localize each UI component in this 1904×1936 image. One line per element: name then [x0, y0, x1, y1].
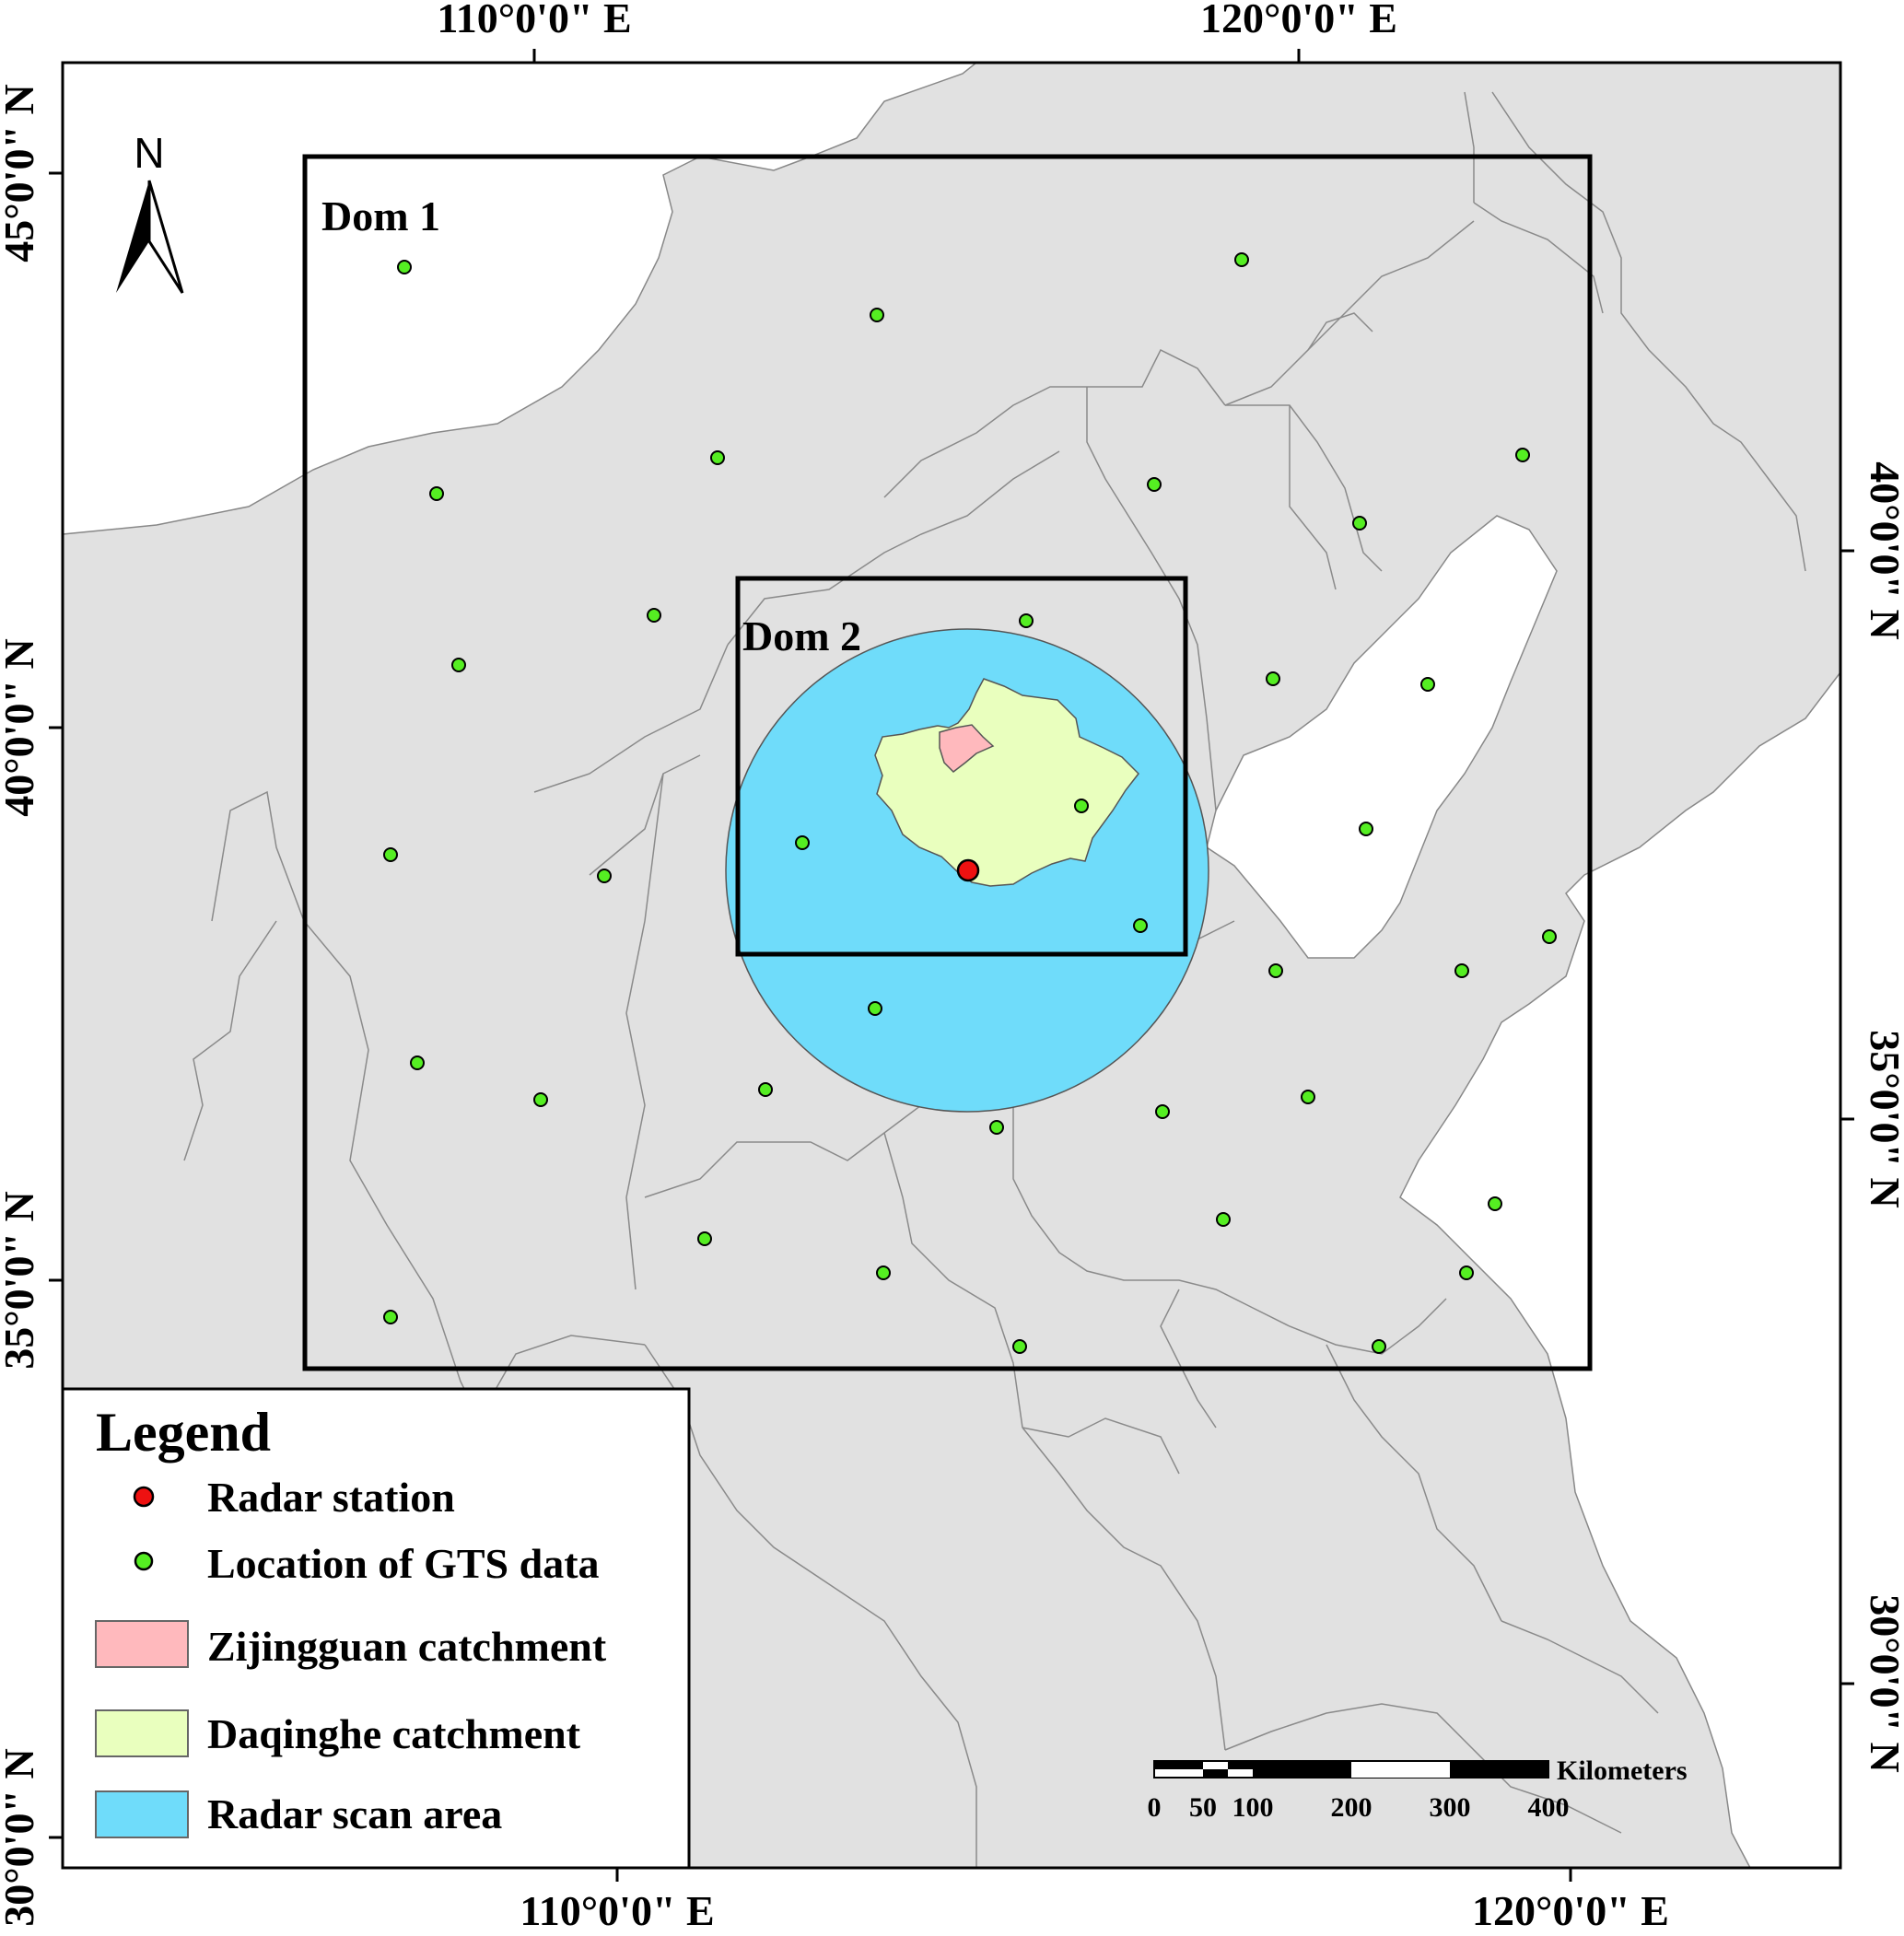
- legend-symbol-radar: [133, 1486, 155, 1508]
- scale-tick-label: 0: [1148, 1792, 1162, 1823]
- gts-point: [1019, 613, 1034, 628]
- radar-station-point: [956, 858, 980, 882]
- gts-point: [1133, 918, 1148, 933]
- gts-point: [989, 1120, 1004, 1135]
- gts-point: [868, 1001, 882, 1016]
- north-arrow-label: N: [134, 129, 164, 177]
- top-lon-label: 110°0'0" E: [437, 0, 631, 41]
- gts-point: [383, 1310, 398, 1324]
- gts-point: [758, 1082, 773, 1097]
- gts-point: [697, 1231, 712, 1246]
- top-lon-label: 120°0'0" E: [1200, 0, 1397, 41]
- scale-tick-label: 100: [1232, 1792, 1274, 1823]
- gts-point: [1352, 516, 1367, 531]
- gts-point: [533, 1092, 548, 1107]
- gts-point: [1266, 671, 1280, 686]
- gts-point: [1216, 1212, 1231, 1227]
- gts-point: [1147, 477, 1162, 492]
- gts-point: [1268, 963, 1283, 978]
- gts-point: [410, 1055, 425, 1070]
- daqinghe-catchment: [874, 678, 1139, 887]
- legend-box: Legend Radar station Location of GTS dat…: [61, 1387, 691, 1870]
- gts-point: [710, 450, 725, 465]
- bohai-sea: [1206, 515, 1558, 959]
- scale-tick-label: 50: [1189, 1792, 1217, 1823]
- legend-label: Daqinghe catchment: [207, 1710, 581, 1757]
- bottom-lon-label: 120°0'0" E: [1472, 1887, 1669, 1934]
- left-lat-label: 45°0'0" N: [0, 84, 42, 262]
- gts-point: [1359, 822, 1373, 836]
- legend-symbol-daqinghe: [95, 1709, 189, 1757]
- scale-tick-label: 400: [1528, 1792, 1570, 1823]
- domain-1-box: [302, 154, 1593, 1371]
- left-lat-label: 30°0'0" N: [0, 1748, 42, 1926]
- zijingguan-catchment: [939, 724, 995, 773]
- legend-symbol-radar-area: [95, 1790, 189, 1838]
- gts-point: [1542, 929, 1557, 944]
- gts-point: [876, 1265, 891, 1280]
- gts-point: [1301, 1090, 1315, 1104]
- gts-point: [1074, 799, 1089, 813]
- gts-point: [1012, 1339, 1027, 1354]
- scale-unit-label: Kilometers: [1557, 1755, 1688, 1786]
- legend-title: Legend: [96, 1402, 271, 1463]
- legend-label: Radar scan area: [207, 1790, 502, 1837]
- province-boundaries: [183, 91, 1806, 1868]
- gts-point: [1454, 963, 1469, 978]
- right-lat-label: 35°0'0" N: [1862, 1030, 1904, 1207]
- left-lat-label: 35°0'0" N: [0, 1191, 42, 1369]
- scale-tick-label: 300: [1430, 1792, 1471, 1823]
- gts-point: [870, 308, 884, 322]
- right-lat-label: 30°0'0" N: [1862, 1594, 1904, 1772]
- gts-point: [1515, 448, 1530, 462]
- legend-symbol-gts: [134, 1551, 154, 1571]
- bottom-lon-label: 110°0'0" E: [520, 1887, 714, 1934]
- gts-point: [1234, 252, 1249, 267]
- gts-point: [383, 847, 398, 862]
- gts-point: [1372, 1339, 1386, 1354]
- gts-point: [795, 835, 810, 850]
- legend-label: Location of GTS data: [207, 1540, 600, 1587]
- gts-points: [383, 252, 1557, 1354]
- gts-point: [429, 486, 444, 501]
- domain-2-box: [735, 576, 1188, 957]
- gts-point: [1459, 1265, 1474, 1280]
- domain-2-label: Dom 2: [742, 612, 861, 659]
- legend-symbol-zijingguan: [95, 1620, 189, 1668]
- gts-point: [1488, 1196, 1502, 1211]
- gts-point: [597, 869, 612, 883]
- map-frame: [61, 61, 1842, 1870]
- scale-tick-label: 200: [1331, 1792, 1373, 1823]
- legend-label: Zijingguan catchment: [207, 1623, 607, 1670]
- gts-point: [647, 608, 661, 623]
- gts-point: [397, 260, 412, 274]
- gts-point: [1420, 677, 1435, 692]
- legend-label: Radar station: [207, 1474, 455, 1521]
- right-lat-label: 40°0'0" N: [1862, 461, 1904, 639]
- northern-white-area: [62, 62, 979, 535]
- graticule-ticks: [49, 49, 1854, 1882]
- eastern-sea: [1399, 670, 1841, 1869]
- gts-point: [451, 658, 466, 672]
- domain-1-label: Dom 1: [321, 192, 440, 239]
- gts-point: [1155, 1104, 1170, 1119]
- scale-bar: Kilometers 0 50 100 200 300 400: [1148, 1755, 1688, 1823]
- north-arrow-icon: N: [116, 129, 184, 294]
- left-lat-label: 40°0'0" N: [0, 638, 42, 816]
